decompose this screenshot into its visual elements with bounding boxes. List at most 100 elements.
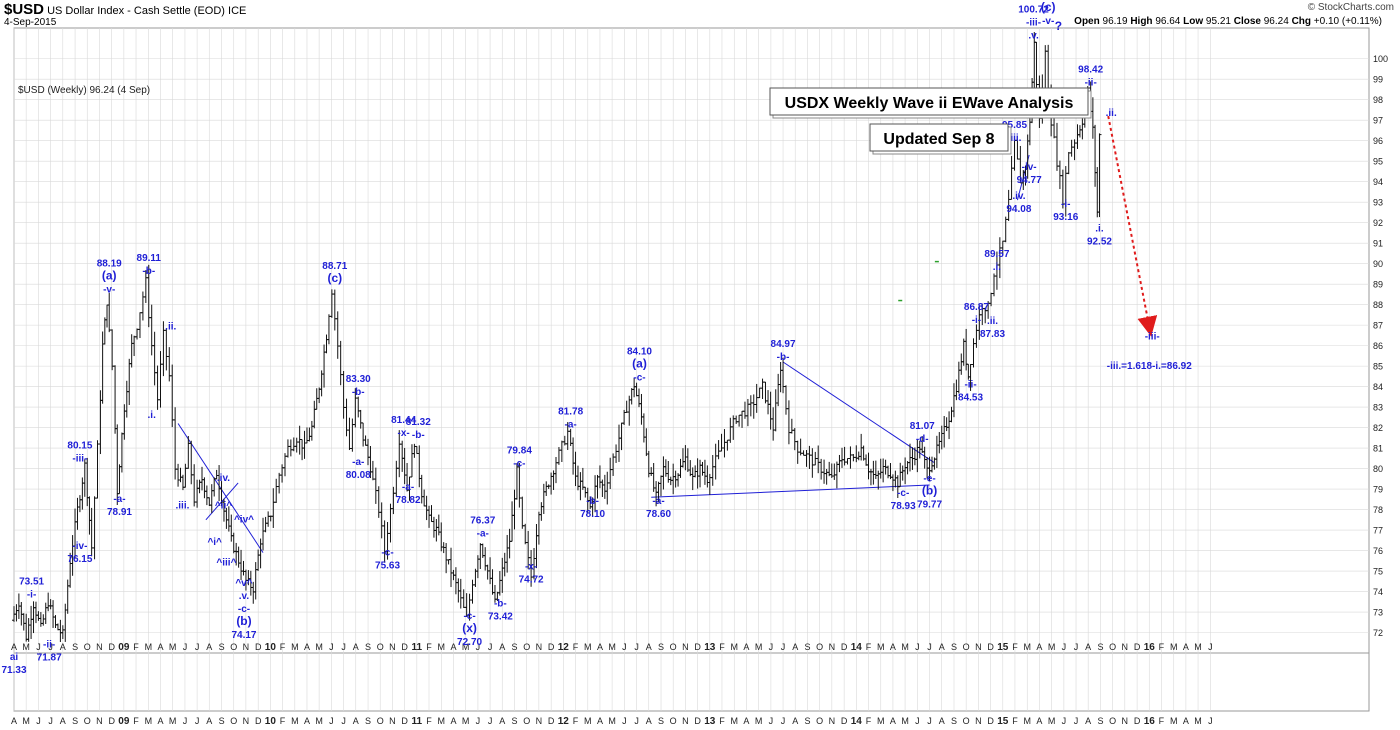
x-tick-label-bottom: F: [1012, 716, 1018, 726]
x-tick-label-bottom: J: [781, 716, 786, 726]
x-tick-label-bottom: 11: [412, 716, 423, 727]
x-tick-label-bottom: S: [219, 716, 225, 726]
wave-label: -ii- 84.53: [958, 379, 983, 403]
price-bar: [673, 470, 678, 488]
price-bar: [520, 496, 525, 529]
x-tick-label-bottom: A: [304, 716, 310, 726]
price-bar: [959, 353, 964, 375]
price-bar: [82, 459, 87, 497]
price-bar: [100, 331, 105, 404]
price-bar: [183, 463, 188, 488]
x-tick-label: M: [731, 642, 739, 652]
wave-label-text: 74.17: [231, 630, 256, 641]
price-bar: [92, 496, 97, 560]
y-tick-label: 91: [1373, 239, 1383, 249]
wave-label-text: ^iii^: [216, 558, 236, 569]
wave-label-text: -ii-: [43, 640, 55, 651]
price-bar: [195, 479, 200, 508]
wave-label-text: .v.: [239, 591, 250, 602]
x-tick-label: J: [183, 642, 188, 652]
x-tick-label: J: [488, 642, 493, 652]
wave-label: 100.72 -iii- .v.: [1018, 4, 1049, 41]
price-bar: [309, 420, 314, 441]
x-tick-label: A: [890, 642, 896, 652]
wave-label-text: -c-: [897, 488, 909, 499]
price-bar: [497, 571, 502, 596]
wave-label-text: -c-: [238, 604, 250, 615]
x-tick-label: A: [206, 642, 212, 652]
price-bar: [326, 314, 331, 345]
price-bar: [848, 446, 853, 469]
wave-label: -a- 78.82: [396, 482, 421, 506]
x-tick-label-bottom: A: [1085, 716, 1091, 726]
wave-label-text: 78.91: [107, 507, 132, 518]
wave-label: .iii.: [176, 500, 190, 511]
x-tick-label: N: [96, 642, 103, 652]
price-bar: [840, 447, 845, 468]
x-tick-label: J: [927, 642, 932, 652]
x-tick-label-bottom: J: [195, 716, 200, 726]
wave-label-text: 88.19: [97, 258, 122, 269]
chart-date: 4-Sep-2015: [4, 17, 57, 28]
x-tick-label: A: [646, 642, 652, 652]
price-bar: [38, 612, 43, 627]
symbol: $USD: [4, 1, 45, 18]
price-bar: [881, 458, 886, 483]
x-tick-label: O: [963, 642, 970, 652]
price-bar: [33, 601, 38, 624]
x-tick-label: 10: [265, 642, 277, 653]
x-tick-label: A: [60, 642, 66, 652]
wave-label: -ii- 71.87: [37, 640, 62, 664]
x-tick-label-bottom: S: [1097, 716, 1103, 726]
x-tick-label-bottom: A: [450, 716, 456, 726]
x-tick-label: 12: [558, 642, 570, 653]
price-bar: [1057, 160, 1062, 190]
price-bar: [58, 619, 63, 643]
wave-label-text: .iii.: [1008, 133, 1022, 144]
wave-label-text: 81.32: [406, 417, 431, 428]
x-tick-label: F: [280, 642, 286, 652]
x-tick-label-bottom: F: [133, 716, 139, 726]
x-tick-label-bottom: O: [816, 716, 823, 726]
price-bar: [209, 484, 214, 514]
price-bar: [60, 625, 65, 640]
x-tick-label-bottom: A: [743, 716, 749, 726]
x-tick-label-bottom: M: [169, 716, 177, 726]
wave-label: .ii.: [165, 321, 176, 332]
wave-label-text: -v-: [103, 284, 115, 295]
wave-label-text: -a-: [402, 482, 414, 493]
price-bar: [942, 416, 947, 448]
x-tick-label-bottom: J: [329, 716, 334, 726]
wave-label-text: 78.93: [891, 501, 916, 512]
price-bar: [253, 562, 258, 600]
x-tick-label-bottom: 09: [118, 716, 130, 727]
price-bar: [140, 291, 145, 321]
wave-label-text: 89.57: [984, 249, 1009, 260]
price-bar: [280, 464, 285, 483]
x-tick-label: A: [939, 642, 945, 652]
price-bar: [641, 413, 646, 443]
wave-label-text: 89.11: [137, 253, 162, 264]
x-tick-label: N: [682, 642, 689, 652]
price-bar: [754, 383, 759, 413]
x-tick-label-bottom: A: [499, 716, 505, 726]
wave-label-text: 71.87: [37, 653, 62, 664]
x-tick-label: F: [573, 642, 579, 652]
x-tick-label-bottom: M: [1048, 716, 1056, 726]
low-value: 95.21: [1205, 16, 1231, 27]
chart-title: USDX Weekly Wave ii EWave Analysis: [785, 95, 1074, 112]
y-tick-label: 87: [1373, 321, 1383, 331]
x-tick-label-bottom: M: [315, 716, 323, 726]
wave-label-text: 100.72: [1018, 4, 1049, 15]
price-bar: [302, 430, 307, 459]
wave-label-text: -iv-: [1022, 162, 1037, 173]
price-bar: [95, 440, 100, 499]
wave-label: ^ii^: [215, 500, 232, 511]
y-tick-label: 89: [1373, 280, 1383, 290]
wave-label: -i- 93.16: [1053, 199, 1078, 223]
price-bar: [639, 393, 644, 425]
price-bar: [507, 528, 512, 559]
high-label: High: [1130, 16, 1153, 27]
price-bar: [347, 417, 352, 451]
x-tick-label-bottom: N: [975, 716, 982, 726]
